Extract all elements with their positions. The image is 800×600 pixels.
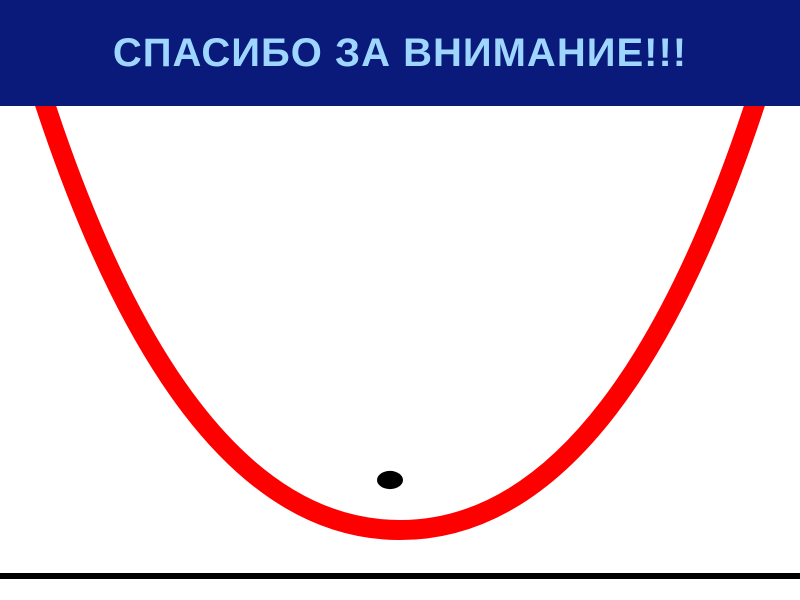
parabola-curve xyxy=(25,40,775,530)
title-text: СПАСИБО ЗА ВНИМАНИЕ!!! xyxy=(113,31,687,76)
title-banner: СПАСИБО ЗА ВНИМАНИЕ!!! xyxy=(0,0,800,106)
